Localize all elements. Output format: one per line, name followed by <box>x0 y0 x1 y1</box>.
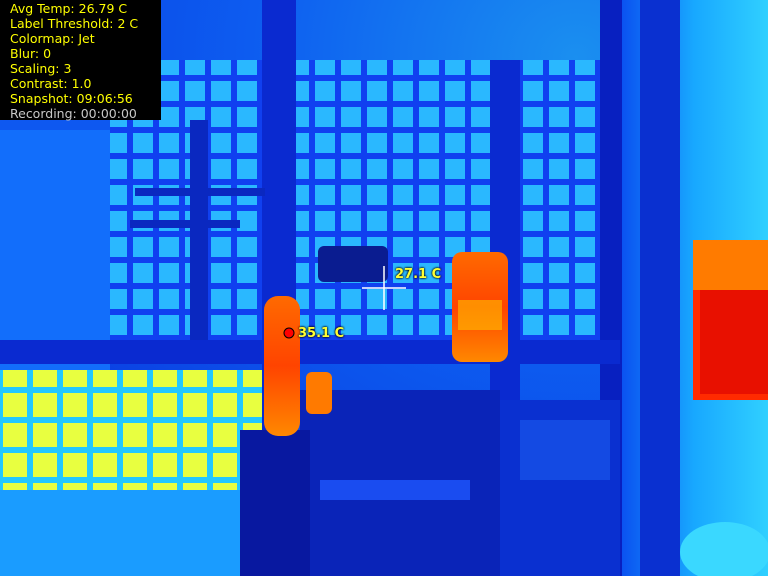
crosshair-icon <box>362 266 406 310</box>
hotspot-temp-label: 35.1 C <box>298 326 345 341</box>
colormap-setting: Colormap: Jet <box>10 31 95 46</box>
hud-overlay: Avg Temp: 26.79 C Label Threshold: 2 C C… <box>0 0 161 121</box>
snapshot-time: Snapshot: 09:06:56 <box>10 91 133 106</box>
window-sill <box>0 340 620 364</box>
recording-time: Recording: 00:00:00 <box>10 106 137 121</box>
window-grid <box>110 60 620 360</box>
scaling-setting: Scaling: 3 <box>10 61 72 76</box>
hotspot-marker-icon <box>283 327 295 339</box>
warm-grid-area <box>0 370 270 500</box>
label-threshold: Label Threshold: 2 C <box>10 16 139 31</box>
hot-object-left <box>264 296 300 436</box>
avg-temp: Avg Temp: 26.79 C <box>10 1 128 16</box>
blur-setting: Blur: 0 <box>10 46 52 61</box>
crosshair-temp-label: 27.1 C <box>395 267 442 282</box>
dark-object <box>318 246 388 282</box>
contrast-setting: Contrast: 1.0 <box>10 76 92 91</box>
